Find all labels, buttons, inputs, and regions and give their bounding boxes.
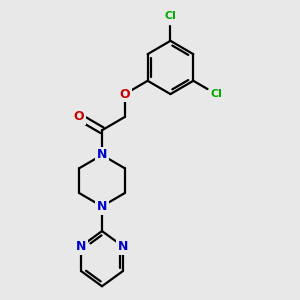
Text: Cl: Cl xyxy=(164,11,176,21)
Text: N: N xyxy=(76,240,86,253)
Text: N: N xyxy=(118,240,128,253)
Text: Cl: Cl xyxy=(210,89,222,99)
Text: O: O xyxy=(119,88,130,100)
Text: N: N xyxy=(97,200,107,213)
Text: O: O xyxy=(74,110,85,123)
Text: N: N xyxy=(97,148,107,161)
